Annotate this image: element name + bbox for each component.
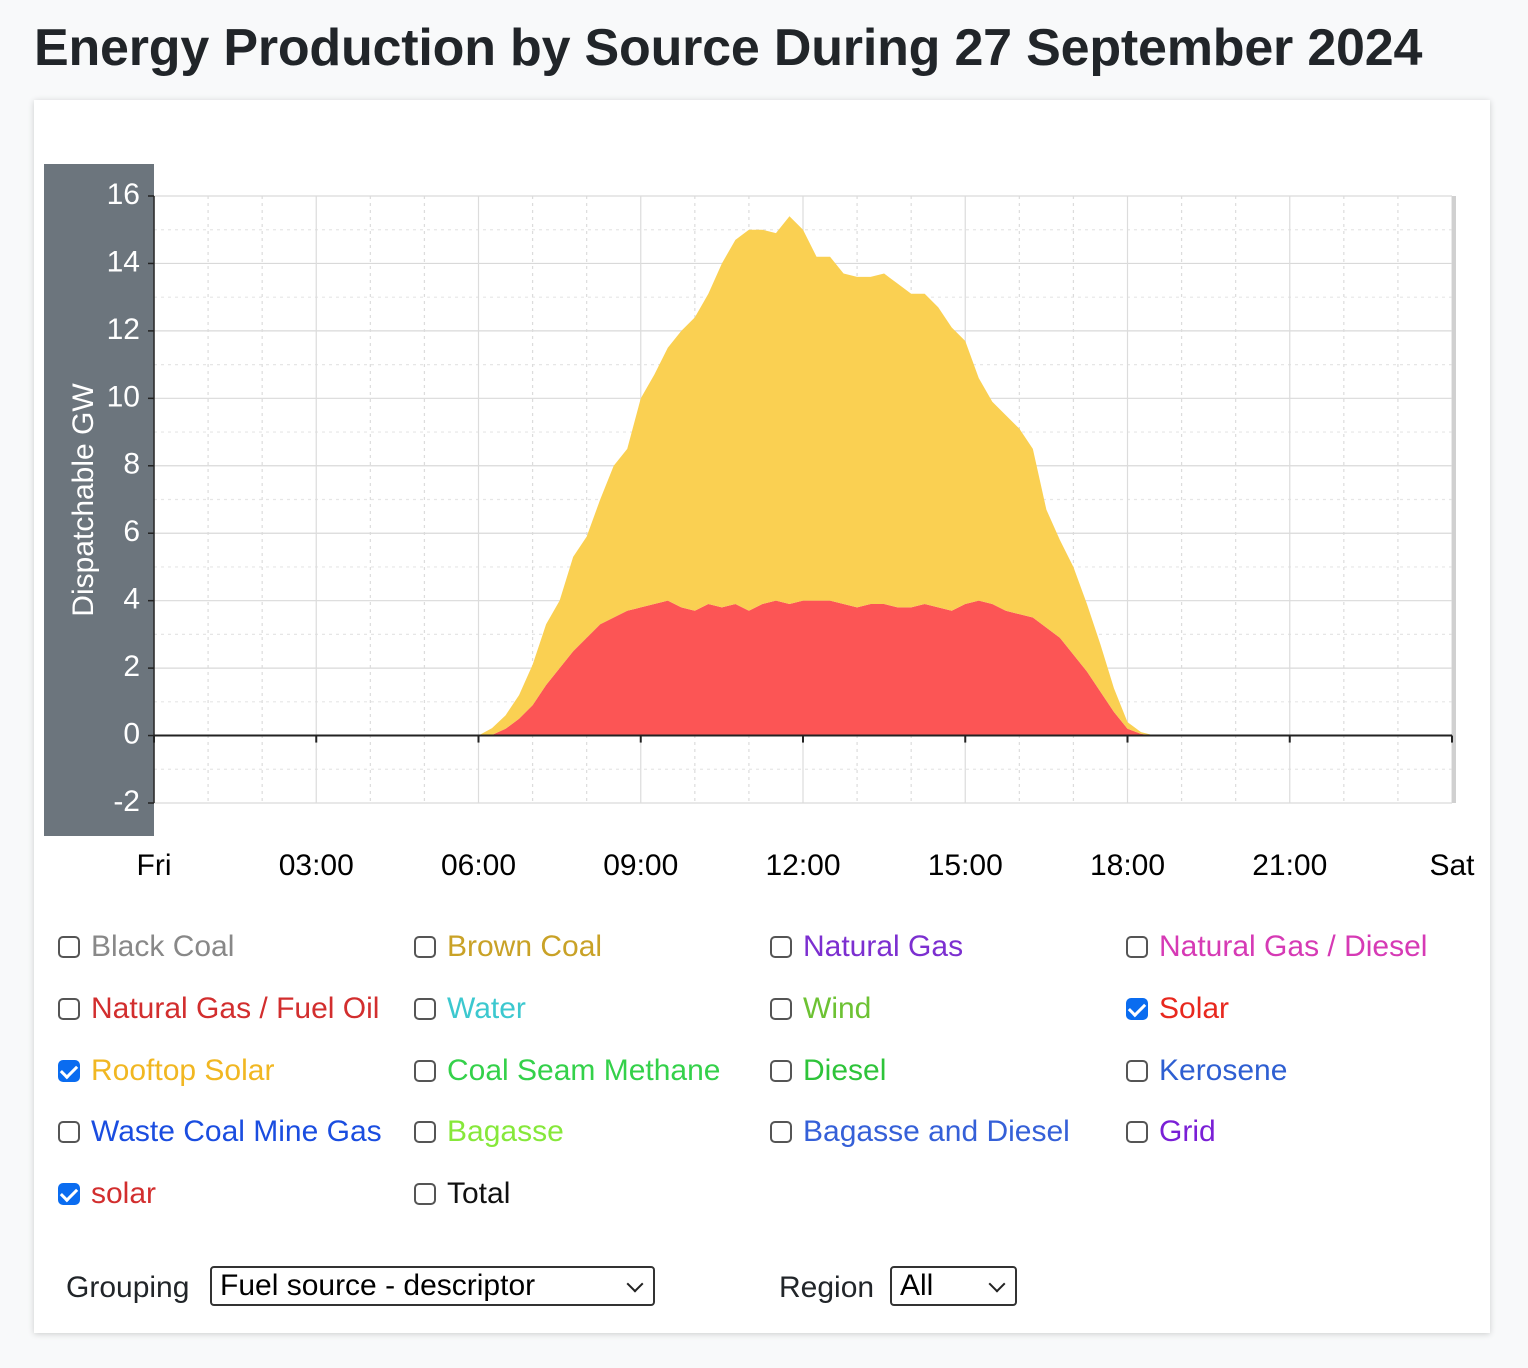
legend-label: Solar [1159,992,1230,1025]
legend-checkbox[interactable] [770,936,792,958]
legend-label: Natural Gas / Diesel [1159,930,1428,963]
x-tick-label: 06:00 [441,849,516,882]
legend-label: Bagasse [447,1115,564,1148]
y-tick-label: 4 [123,583,140,616]
y-tick-label: 8 [123,448,140,481]
legend-item-coal-seam-methane[interactable]: Coal Seam Methane [414,1054,721,1088]
legend-checkbox[interactable] [1126,1060,1148,1082]
legend-item-waste-coal-mine-gas[interactable]: Waste Coal Mine Gas [58,1115,382,1149]
legend-checkbox[interactable] [58,1183,80,1205]
legend-item-black-coal[interactable]: Black Coal [58,930,234,964]
legend-item-brown-coal[interactable]: Brown Coal [414,930,602,964]
legend-label: Diesel [803,1054,887,1087]
legend-checkbox[interactable] [58,1121,80,1143]
legend-checkbox[interactable] [414,936,436,958]
legend-checkbox[interactable] [770,1060,792,1082]
grouping-select-value: Fuel source - descriptor [220,1269,536,1302]
x-tick-label: 12:00 [765,849,840,882]
x-tick-label: Fri [137,849,172,882]
y-tick-label: 10 [107,380,140,413]
legend-item-natural-gas-diesel[interactable]: Natural Gas / Diesel [1126,930,1427,964]
legend-label: solar [91,1177,157,1210]
y-tick-label: 14 [107,245,140,278]
x-tick-label: 15:00 [928,849,1003,882]
legend-checkbox[interactable] [414,1183,436,1205]
grouping-label: Grouping [66,1271,190,1304]
legend-item-natural-gas-fuel-oil[interactable]: Natural Gas / Fuel Oil [58,992,379,1026]
legend-checkbox[interactable] [58,1060,80,1082]
legend-item-wind[interactable]: Wind [770,992,871,1026]
x-tick-label: 09:00 [603,849,678,882]
legend-item-rooftop-solar[interactable]: Rooftop Solar [58,1054,274,1088]
legend-label: Waste Coal Mine Gas [91,1115,382,1148]
legend-item-grid[interactable]: Grid [1126,1115,1216,1149]
legend-item-water[interactable]: Water [414,992,526,1026]
y-axis-label: Dispatchable GW [67,383,100,617]
x-tick-label: 18:00 [1090,849,1165,882]
legend-checkbox[interactable] [1126,936,1148,958]
legend-label: Black Coal [91,930,235,963]
legend-checkbox[interactable] [1126,998,1148,1020]
x-tick-label: 03:00 [279,849,354,882]
y-tick-label: 16 [107,178,140,211]
legend-label: Coal Seam Methane [447,1054,721,1087]
legend-label: Total [447,1177,511,1210]
legend-label: Natural Gas [803,930,964,963]
x-tick-label: 21:00 [1252,849,1327,882]
legend-label: Bagasse and Diesel [803,1115,1070,1148]
legend-checkbox[interactable] [414,1121,436,1143]
region-select[interactable]: All [890,1266,1017,1306]
legend-label: Grid [1159,1115,1216,1148]
region-label: Region [779,1271,875,1304]
y-tick-label: -2 [113,785,140,818]
y-tick-label: 2 [123,650,140,683]
legend-checkbox[interactable] [1126,1121,1148,1143]
legend-checkbox[interactable] [58,936,80,958]
energy-chart: Dispatchable GW 16 14 12 10 8 6 4 2 0 -2 Fri 03:00 06… [44,164,1475,882]
legend-item-kerosene[interactable]: Kerosene [1126,1054,1287,1088]
legend-item-natural-gas[interactable]: Natural Gas [770,930,963,964]
legend-label: Wind [803,992,872,1025]
legend-label: Kerosene [1159,1054,1288,1087]
y-tick-label: 12 [107,313,140,346]
legend-label: Brown Coal [447,930,603,963]
x-tick-label: Sat [1429,849,1475,882]
legend-item-solar[interactable]: solar [58,1177,156,1211]
series-area-rooftop-solar [154,216,1452,736]
legend-checkbox[interactable] [414,998,436,1020]
legend-item-solar[interactable]: Solar [1126,992,1229,1026]
y-tick-label: 6 [123,515,140,548]
chevron-down-icon [988,1275,1006,1293]
grouping-select[interactable]: Fuel source - descriptor [210,1266,655,1306]
legend-item-diesel[interactable]: Diesel [770,1054,886,1088]
legend-checkbox[interactable] [770,998,792,1020]
y-axis-band [44,164,154,836]
series-area-solar [154,600,1452,736]
legend-label: Water [447,992,526,1025]
legend-checkbox[interactable] [414,1060,436,1082]
legend-item-bagasse-and-diesel[interactable]: Bagasse and Diesel [770,1115,1070,1149]
legend-label: Rooftop Solar [91,1054,275,1087]
chart-card: Dispatchable GW 16 14 12 10 8 6 4 2 0 -2 Fri 03:00 06… [34,100,1490,1333]
legend-label: Natural Gas / Fuel Oil [91,992,380,1025]
legend-item-total[interactable]: Total [414,1177,510,1211]
y-tick-label: 0 [123,717,140,750]
chevron-down-icon [626,1275,644,1293]
legend-checkbox[interactable] [770,1121,792,1143]
page-title: Energy Production by Source During 27 Se… [34,19,1423,77]
legend-checkbox[interactable] [58,998,80,1020]
region-select-value: All [900,1269,934,1302]
legend-item-bagasse[interactable]: Bagasse [414,1115,564,1149]
